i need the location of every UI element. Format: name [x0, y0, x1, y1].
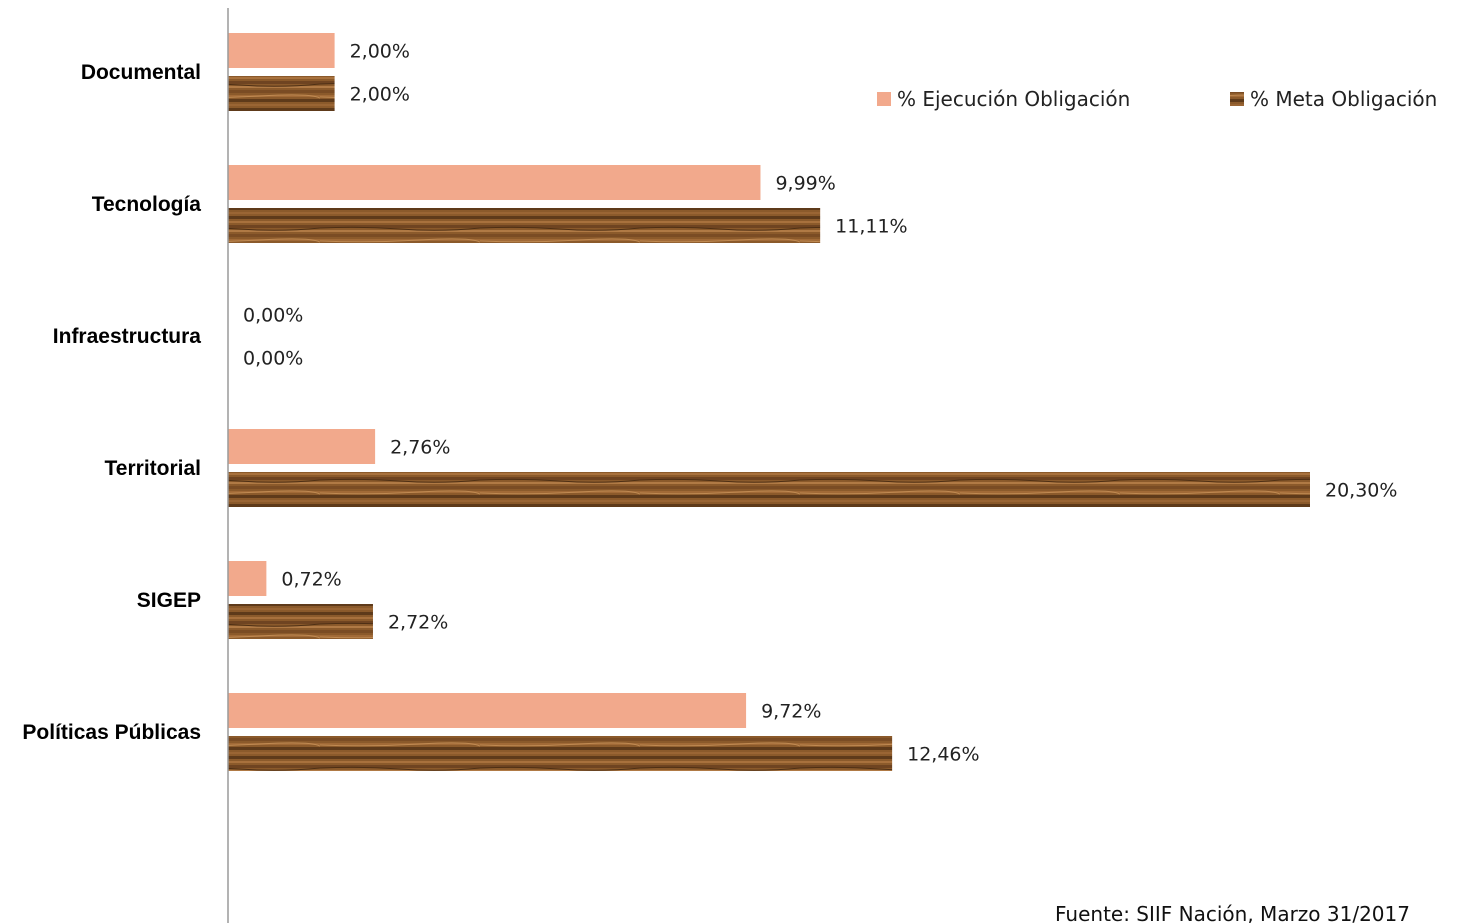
data-label: 2,00%	[350, 84, 410, 106]
category-label: Documental	[81, 61, 201, 84]
data-label: 2,00%	[350, 41, 410, 63]
legend-label-ejecucion: % Ejecución Obligación	[897, 87, 1130, 111]
data-label: 2,76%	[390, 437, 450, 459]
data-label: 11,11%	[835, 216, 907, 238]
bar-meta	[228, 76, 335, 111]
bar-meta	[228, 604, 373, 639]
legend: % Ejecución Obligación % Meta Obligación	[877, 87, 1437, 111]
bar-ejecucion	[228, 561, 267, 596]
data-label: 9,99%	[775, 173, 835, 195]
category-label: Políticas Públicas	[22, 721, 201, 744]
data-label: 0,00%	[243, 305, 303, 327]
category-labels: Documental Tecnología Infraestructura Terri…	[22, 61, 201, 744]
legend-swatch-meta	[1230, 92, 1244, 106]
bar-ejecucion	[228, 33, 335, 68]
data-label: 0,00%	[243, 348, 303, 370]
category-label: SIGEP	[137, 589, 201, 612]
legend-label-meta: % Meta Obligación	[1250, 87, 1437, 111]
bar-ejecucion	[228, 693, 747, 728]
data-label: 12,46%	[907, 744, 979, 766]
category-label: Territorial	[105, 457, 201, 480]
bar-meta	[228, 208, 821, 243]
bar-ejecucion	[228, 165, 761, 200]
bar-meta	[228, 736, 893, 771]
category-label: Infraestructura	[53, 325, 202, 348]
legend-swatch-ejecucion	[877, 92, 891, 106]
data-label: 2,72%	[388, 612, 448, 634]
bars-group: 2,00% 2,00% 9,99%11,11% 0,00% 0,00% 2,76% 20,3…	[228, 33, 1397, 771]
data-label: 9,72%	[761, 701, 821, 723]
bar-ejecucion	[228, 429, 376, 464]
data-label: 0,72%	[281, 569, 341, 591]
source-note: Fuente: SIIF Nación, Marzo 31/2017	[1055, 902, 1410, 923]
data-label: 20,30%	[1325, 480, 1397, 502]
bar-meta	[228, 472, 1310, 507]
category-label: Tecnología	[92, 193, 202, 216]
